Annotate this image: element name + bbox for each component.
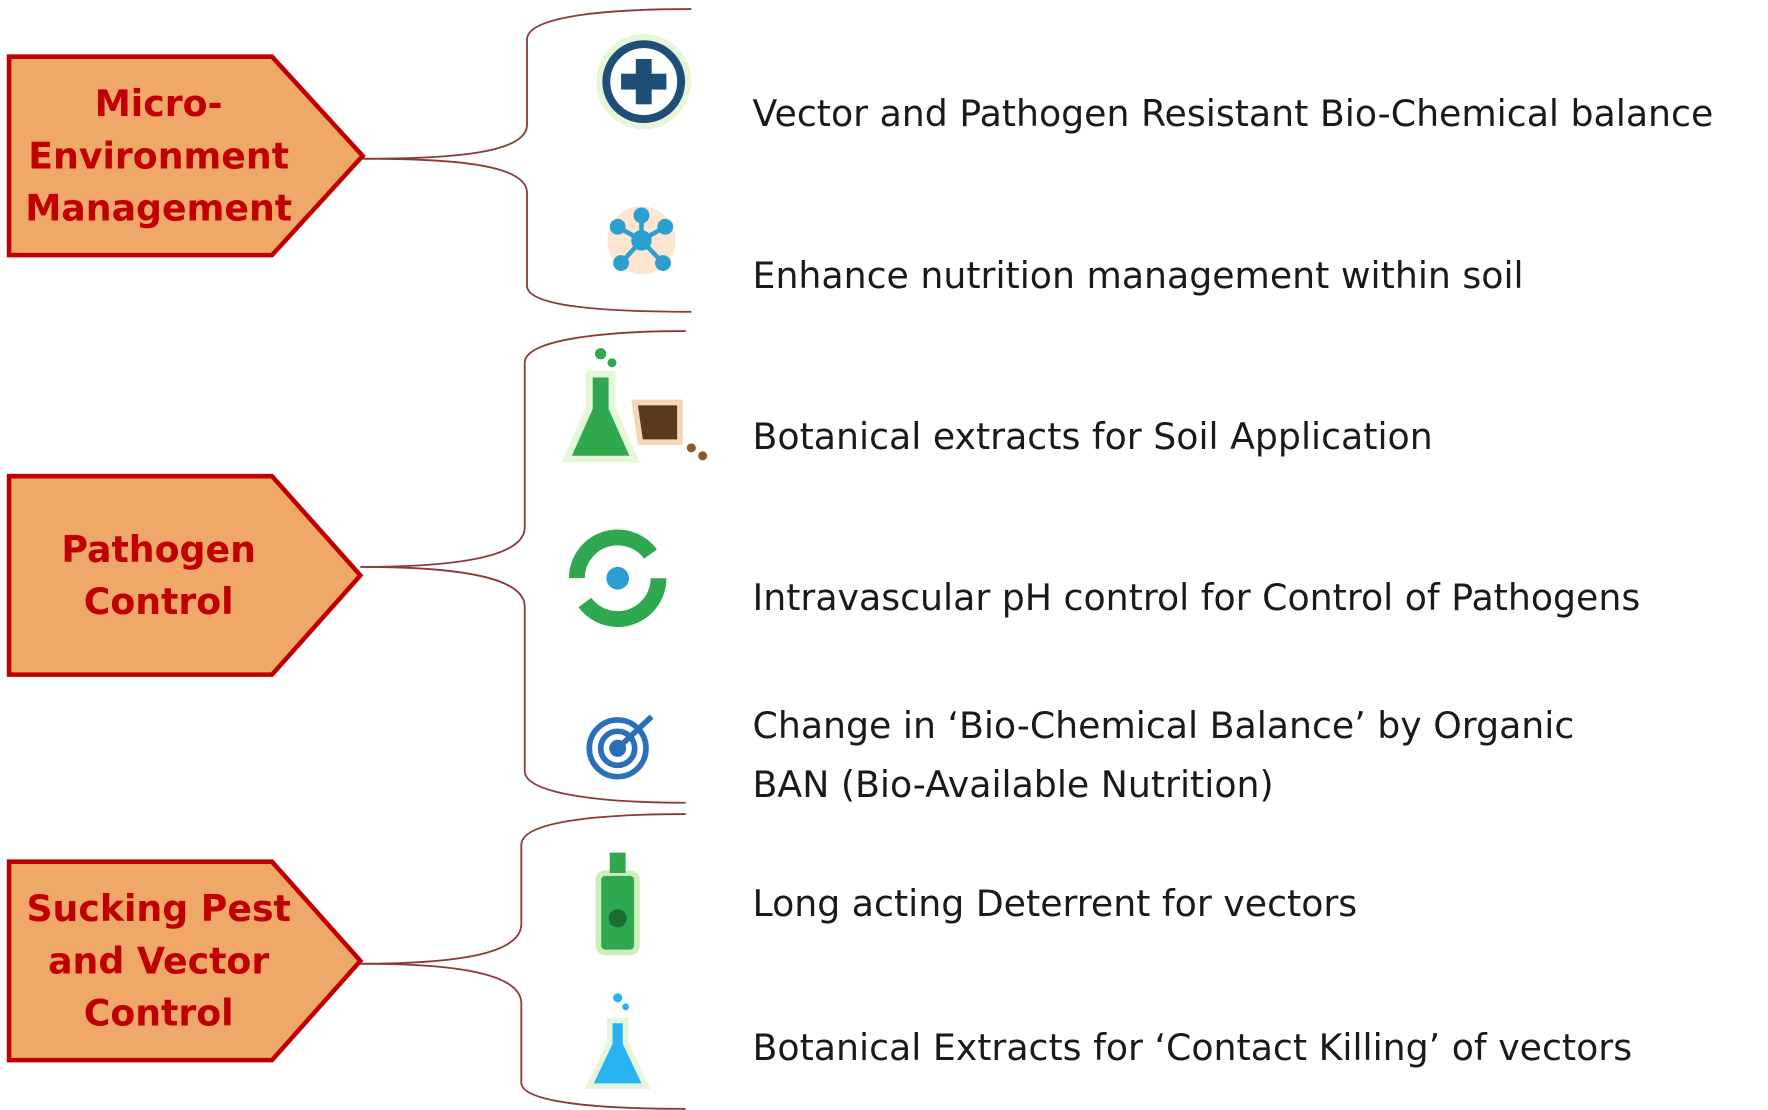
diagram: Micro- Environment Management Vector and Pa… xyxy=(0,0,1768,1110)
flask-can-icon xyxy=(567,348,708,460)
item-text: Vector and Pathogen Resistant Bio-Chemic… xyxy=(753,92,1714,135)
icons xyxy=(567,34,708,1086)
group-title: Sucking Pest xyxy=(26,887,290,930)
braces xyxy=(360,9,691,1109)
cycle-icon xyxy=(577,537,659,619)
group-title: Pathogen xyxy=(61,528,255,571)
spray-icon xyxy=(598,853,637,953)
group-title: Micro- xyxy=(95,82,223,125)
group-title: Environment xyxy=(28,134,289,177)
content: Micro- Environment Management Vector and Pa… xyxy=(9,57,1713,1069)
group-title: Management xyxy=(25,187,292,230)
item-text: Change in ‘Bio-Chemical Balance’ by Orga… xyxy=(753,704,1575,747)
group-box xyxy=(9,476,360,674)
item-text: Long acting Deterrent for vectors xyxy=(753,882,1358,925)
plus-icon xyxy=(596,34,691,129)
blue-flask-icon xyxy=(589,993,646,1086)
item-text: Intravascular pH control for Control of … xyxy=(753,576,1641,619)
group-title: Control xyxy=(84,992,234,1035)
molecule-icon xyxy=(607,206,675,274)
item-text: Botanical Extracts for ‘Contact Killing’… xyxy=(753,1026,1633,1069)
item-text: Botanical extracts for Soil Application xyxy=(753,415,1433,458)
target-icon xyxy=(589,717,651,777)
group-title: Control xyxy=(84,580,234,623)
brace xyxy=(360,331,685,567)
group-title: and Vector xyxy=(48,939,269,982)
item-text: Enhance nutrition management within soil xyxy=(753,254,1524,297)
item-text: BAN (Bio-Available Nutrition) xyxy=(753,763,1274,806)
